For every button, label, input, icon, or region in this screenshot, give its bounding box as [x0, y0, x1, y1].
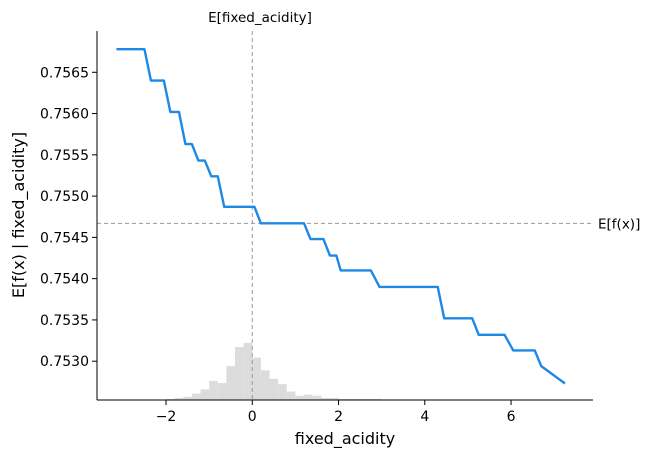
histogram-bar: [183, 396, 192, 400]
histogram-bar: [260, 370, 270, 400]
y-tick-label: 0.7530: [40, 354, 89, 370]
histogram-bar: [286, 391, 296, 400]
y-tick-label: 0.7560: [40, 107, 89, 123]
y-axis-ticks: 0.7530 0.7535 0.7540 0.7545 0.7550 0.7555 0.75…: [40, 65, 97, 370]
histogram-bar: [191, 393, 201, 400]
x-tick-label: 0: [248, 409, 257, 425]
histogram-bar: [166, 398, 175, 400]
histogram-bar: [226, 366, 236, 400]
y-tick-label: 0.7550: [40, 189, 89, 205]
feature-histogram: [166, 342, 382, 401]
x-axis-label: fixed_acidity: [295, 429, 395, 449]
x-tick-label: −2: [156, 409, 177, 425]
horizontal-reference-label: E[f(x)]: [598, 216, 640, 232]
histogram-bar: [304, 394, 313, 400]
axes: [96, 31, 593, 401]
histogram-bar: [235, 347, 244, 400]
y-tick-label: 0.7545: [40, 230, 89, 246]
histogram-bar: [252, 357, 261, 400]
vertical-reference-label: E[fixed_acidity]: [208, 10, 312, 26]
reference-lines: [97, 31, 593, 400]
y-tick-label: 0.7555: [40, 148, 89, 164]
histogram-bar: [200, 389, 210, 400]
dependence-line-layer: [116, 47, 566, 385]
histogram-bar: [217, 383, 227, 400]
histogram-bar: [373, 398, 382, 400]
histogram-bar: [347, 398, 356, 400]
histogram-bar: [174, 397, 184, 400]
x-axis-ticks: −2 0 2 4 6: [156, 400, 516, 425]
histogram-bar: [269, 378, 279, 400]
histogram-bar: [243, 342, 253, 401]
histogram-bar: [321, 397, 330, 400]
histogram-bar: [355, 398, 365, 400]
histogram-bar: [312, 395, 322, 400]
x-tick-label: 4: [420, 409, 429, 425]
dependence-line: [116, 47, 566, 385]
x-tick-label: 2: [334, 409, 343, 425]
y-tick-label: 0.7540: [40, 272, 89, 288]
y-tick-label: 0.7565: [40, 65, 89, 81]
histogram-bar: [278, 384, 287, 400]
histogram-bar: [329, 397, 339, 400]
x-tick-label: 6: [507, 409, 516, 425]
histogram-bar: [364, 398, 374, 400]
histogram-bar: [338, 398, 348, 400]
y-tick-label: 0.7535: [40, 313, 89, 329]
histogram-bar: [209, 380, 218, 401]
histogram-bar: [295, 395, 305, 400]
y-axis-label: E[f(x) | fixed_acidity]: [9, 132, 29, 298]
